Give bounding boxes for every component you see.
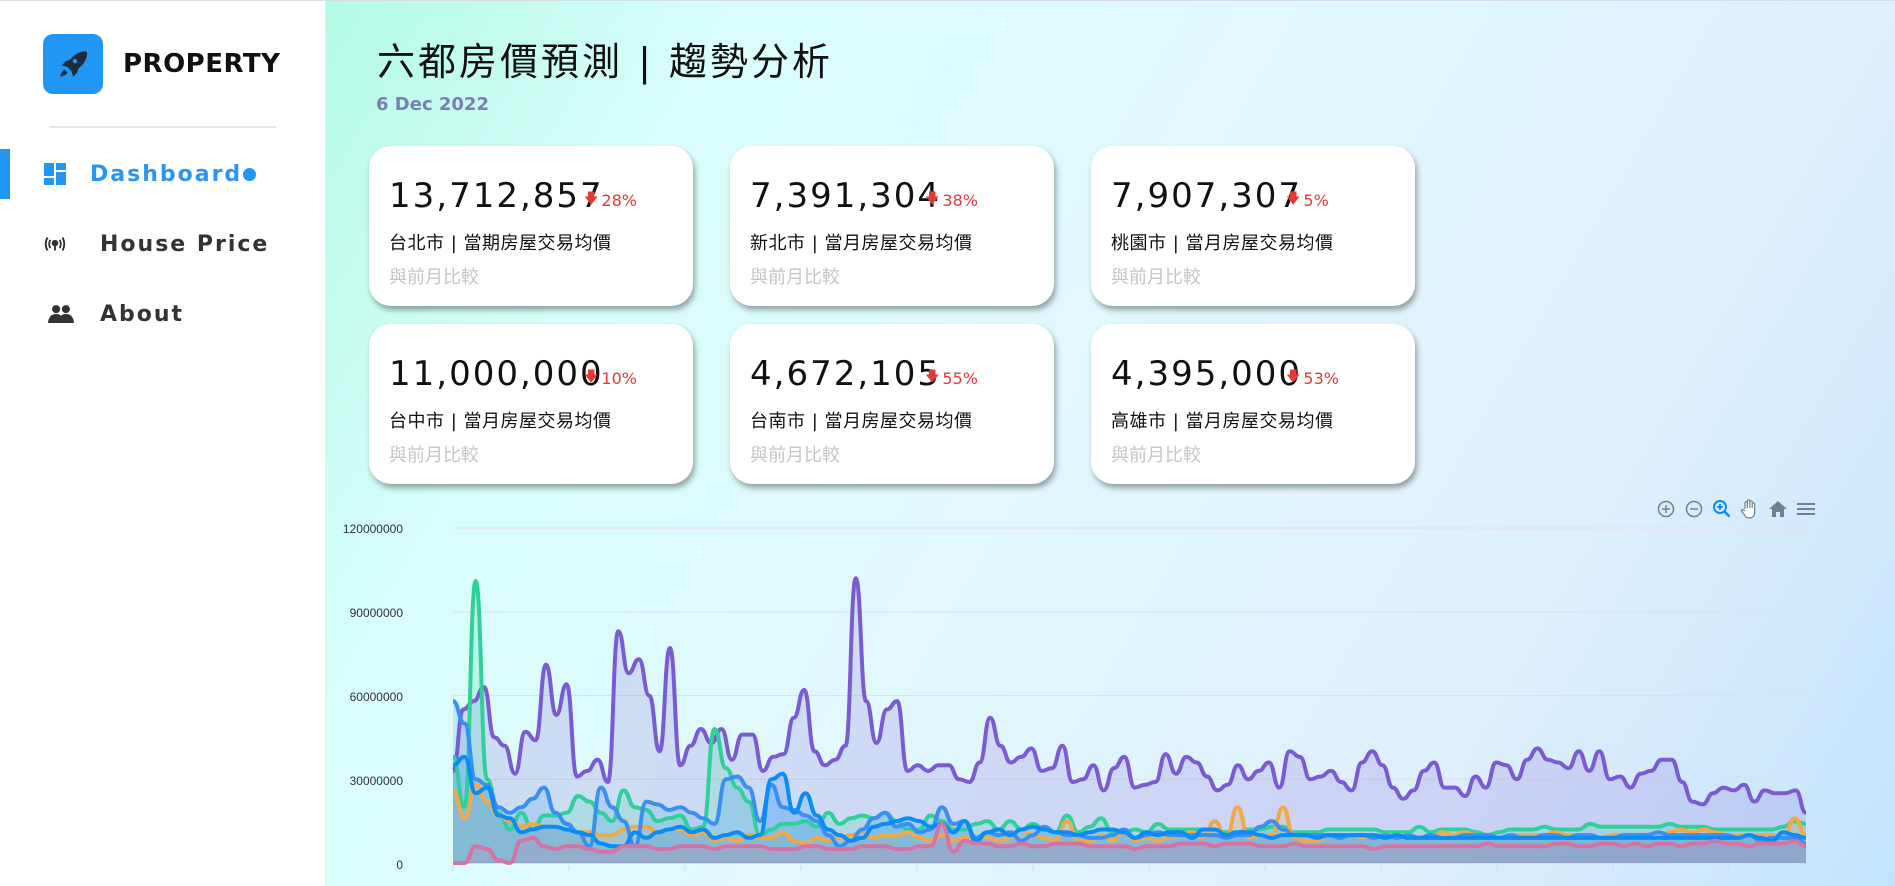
arrow-down-icon: 🡇 [925, 191, 940, 207]
arrow-down-icon: 🡇 [925, 369, 940, 385]
users-icon [48, 301, 74, 327]
zoom-in-icon[interactable] [1654, 497, 1678, 521]
series-line-taipei[interactable] [451, 576, 1807, 815]
card-change: 🡇 38% [925, 188, 978, 212]
sidebar-item-about[interactable]: About [0, 289, 325, 339]
stat-card-kaohsiung: 4,395,000 🡇 53% 高雄市 | 當月房屋交易均價 與前月比較 [1091, 324, 1415, 484]
y-tick-label: 0 [396, 858, 403, 872]
card-sub: 與前月比較 [1111, 267, 1201, 288]
card-sub: 與前月比較 [1111, 445, 1201, 466]
sidebar-item-label: House Price [100, 231, 270, 257]
stat-card-tainan: 4,672,105 🡇 55% 台南市 | 當月房屋交易均價 與前月比較 [730, 324, 1054, 484]
card-label: 高雄市 | 當月房屋交易均價 [1111, 411, 1334, 432]
card-label: 台中市 | 當月房屋交易均價 [389, 411, 612, 432]
arrow-down-icon: 🡇 [584, 369, 599, 385]
card-sub: 與前月比較 [750, 445, 840, 466]
active-dot [243, 167, 256, 181]
card-value: 7,907,307 [1111, 176, 1303, 216]
card-change: 🡇 10% [584, 366, 637, 390]
arrow-down-icon: 🡇 [1286, 369, 1301, 385]
change-percent: 10% [601, 368, 637, 388]
card-value: 7,391,304 [750, 176, 942, 216]
card-value: 11,000,000 [389, 354, 604, 394]
series-line-tainan[interactable] [452, 754, 1807, 849]
card-value: 4,395,000 [1111, 354, 1303, 394]
stat-card-new-taipei: 7,391,304 🡇 38% 新北市 | 當月房屋交易均價 與前月比較 [730, 146, 1054, 306]
price-trend-chart[interactable]: 120000000 90000000 60000000 30000000 0 [326, 511, 1895, 886]
rocket-icon [43, 34, 103, 94]
y-tick-label: 60000000 [349, 690, 403, 704]
change-percent: 28% [601, 190, 637, 210]
chart-plot[interactable] [326, 511, 1895, 886]
sidebar-item-house-price[interactable]: House Price [0, 219, 325, 269]
broadcast-icon [42, 231, 68, 257]
change-percent: 5% [1303, 190, 1329, 210]
y-tick-label: 90000000 [349, 606, 403, 620]
menu-icon[interactable] [1794, 497, 1818, 521]
card-label: 桃園市 | 當月房屋交易均價 [1111, 233, 1334, 254]
sidebar-item-label: About [100, 301, 185, 327]
stat-card-taichung: 11,000,000 🡇 10% 台中市 | 當月房屋交易均價 與前月比較 [369, 324, 693, 484]
series-line-kaohsiung[interactable] [452, 821, 1807, 865]
card-change: 🡇 5% [1286, 188, 1329, 212]
change-percent: 53% [1303, 368, 1339, 388]
card-sub: 與前月比較 [750, 267, 840, 288]
page-date: 6 Dec 2022 [376, 94, 489, 115]
card-label: 台南市 | 當月房屋交易均價 [750, 411, 973, 432]
stat-card-taipei: 13,712,857 🡇 28% 台北市 | 當期房屋交易均價 與前月比較 [369, 146, 693, 306]
card-change: 🡇 55% [925, 366, 978, 390]
y-tick-label: 120000000 [342, 522, 403, 536]
series-area-taoyuan [453, 784, 1806, 863]
dashboard-icon [42, 161, 68, 187]
change-percent: 38% [942, 190, 978, 210]
page-title: 六都房價預測 | 趨勢分析 [377, 40, 833, 84]
arrow-down-icon: 🡇 [1286, 191, 1301, 207]
series-area-taipei [453, 578, 1806, 863]
stat-card-taoyuan: 7,907,307 🡇 5% 桃園市 | 當月房屋交易均價 與前月比較 [1091, 146, 1415, 306]
pan-icon[interactable] [1738, 497, 1762, 521]
chart-toolbar [1654, 497, 1818, 521]
selection-zoom-icon[interactable] [1710, 497, 1734, 521]
arrow-down-icon: 🡇 [584, 191, 599, 207]
card-change: 🡇 28% [584, 188, 637, 212]
brand[interactable]: PROPERTY [43, 34, 280, 94]
main-content: 六都房價預測 | 趨勢分析 6 Dec 2022 13,712,857 🡇 28%… [325, 1, 1895, 886]
zoom-out-icon[interactable] [1682, 497, 1706, 521]
sidebar: PROPERTY Dashboard House Price About [0, 1, 325, 886]
card-value: 13,712,857 [389, 176, 604, 216]
sidebar-divider [49, 126, 276, 128]
y-tick-label: 30000000 [349, 774, 403, 788]
change-percent: 55% [942, 368, 978, 388]
sidebar-item-label: Dashboard [90, 161, 243, 187]
active-indicator [0, 149, 10, 199]
reset-home-icon[interactable] [1766, 497, 1790, 521]
card-change: 🡇 53% [1286, 366, 1339, 390]
card-label: 台北市 | 當期房屋交易均價 [389, 233, 612, 254]
card-sub: 與前月比較 [389, 267, 479, 288]
series-area-kaohsiung [453, 823, 1806, 863]
series-area-tainan [453, 756, 1806, 863]
card-label: 新北市 | 當月房屋交易均價 [750, 233, 973, 254]
card-sub: 與前月比較 [389, 445, 479, 466]
card-value: 4,672,105 [750, 354, 942, 394]
brand-name: PROPERTY [123, 49, 281, 79]
sidebar-item-dashboard[interactable]: Dashboard [0, 149, 325, 199]
